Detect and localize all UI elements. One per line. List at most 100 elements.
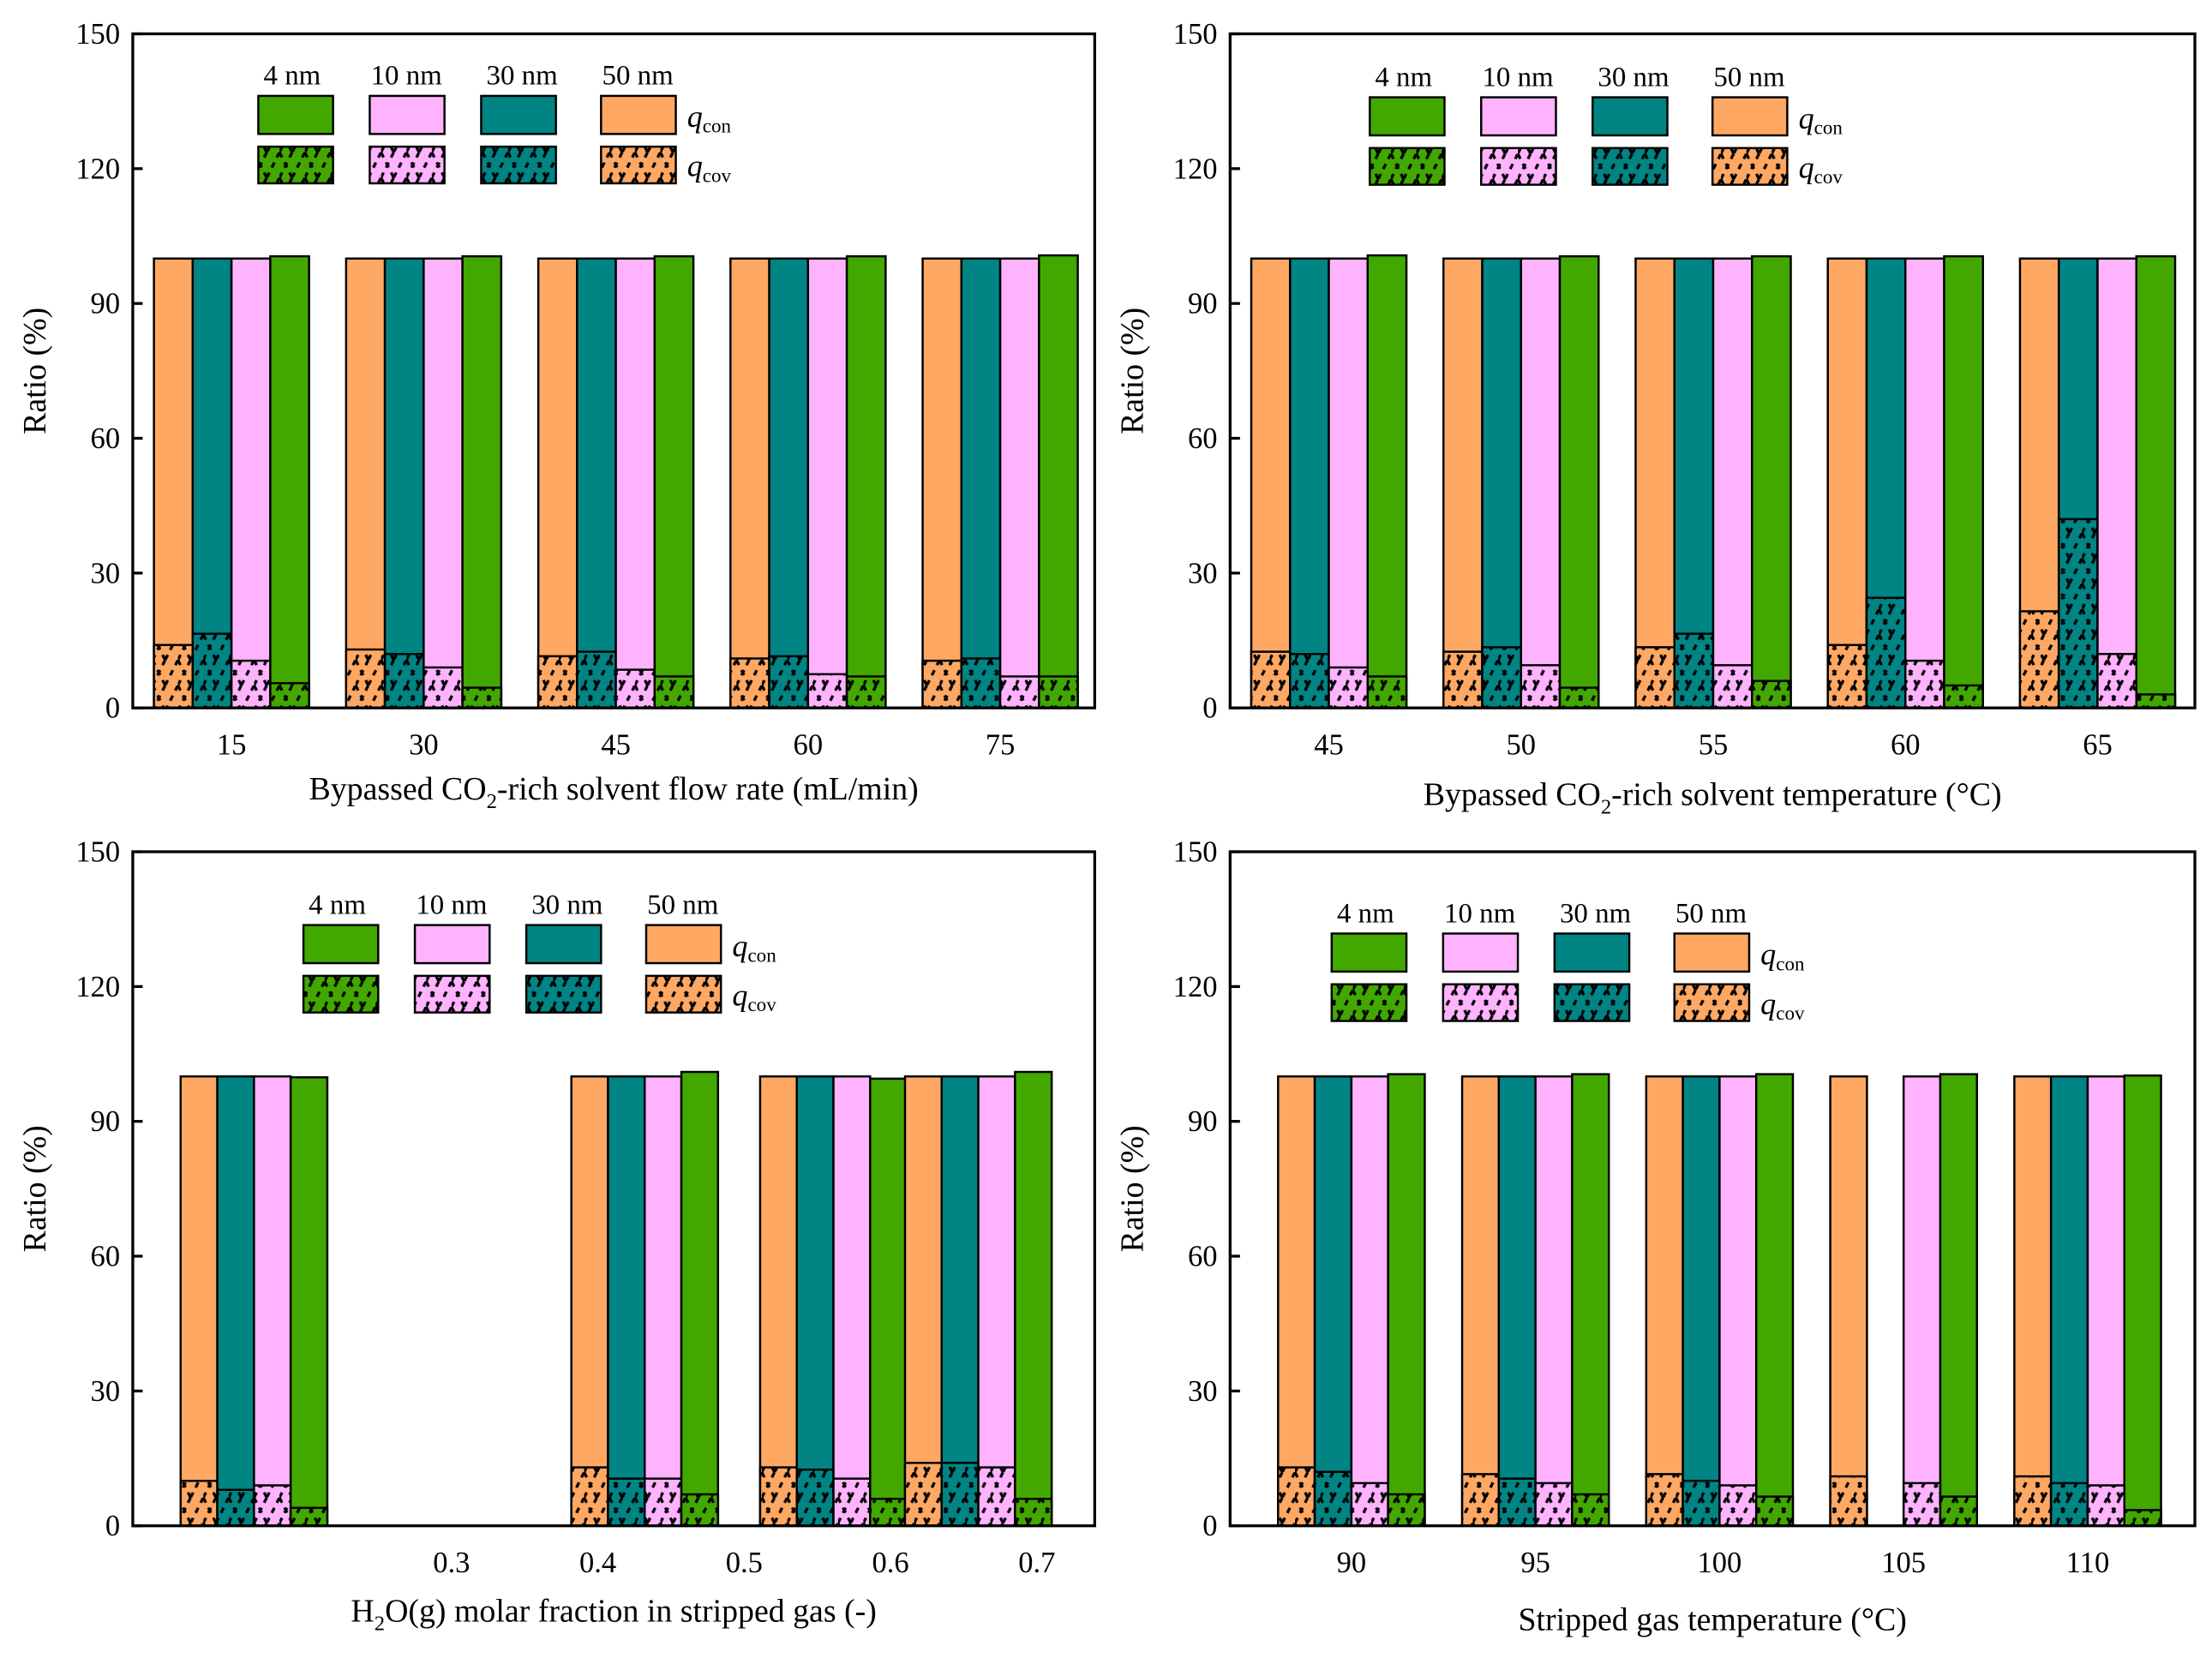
bar-qcon-30nm bbox=[795, 1075, 835, 1527]
chart-panel-1: 15 30 45 60 75 0 30 60 90 120 150 Ratio (%) Bypassed… bbox=[17, 18, 1096, 813]
bar-qcon-10nm bbox=[1902, 1075, 1942, 1527]
bar-qcov-hatch bbox=[2019, 611, 2059, 709]
legend-hatch bbox=[1712, 147, 1788, 185]
legend-swatch-qcon bbox=[1330, 932, 1408, 973]
legend-hatch bbox=[1481, 147, 1556, 185]
legend-label: 4 nm bbox=[309, 889, 366, 920]
bar-qcon-50nm bbox=[1829, 1075, 1868, 1527]
y-tick-label: 60 bbox=[91, 422, 121, 455]
bar-qcov-hatch bbox=[577, 651, 616, 709]
bar-qcon-10nm bbox=[1328, 257, 1370, 709]
plot-frame bbox=[131, 32, 1096, 709]
bar-qcov-hatch bbox=[2136, 694, 2175, 709]
x-tick-label: 50 bbox=[1506, 728, 1536, 761]
legend-hatch bbox=[1592, 147, 1668, 185]
legend-qcov: qcov bbox=[732, 978, 776, 1015]
bar-qcon-4nm bbox=[869, 1077, 908, 1527]
x-axis-title: H2O(g) molar fraction in stripped gas (-… bbox=[351, 1594, 876, 1636]
legend-qcon: qcon bbox=[732, 929, 776, 967]
bar-qcon-4nm bbox=[1387, 1073, 1426, 1527]
chart-panel-2: 45 50 55 60 65 0 30 60 90 120 150 Ratio (%) Bypassed… bbox=[1114, 18, 2197, 819]
bar-qcon-50nm bbox=[1634, 257, 1675, 709]
bar-qcov-hatch bbox=[1315, 1471, 1352, 1526]
bar-qcon-50nm bbox=[570, 1075, 609, 1527]
bar-qcon-30nm bbox=[1681, 1075, 1721, 1527]
bar-qcov-hatch bbox=[1682, 1481, 1720, 1526]
legend-label: 30 nm bbox=[1598, 62, 1669, 93]
legend-swatch-qcon bbox=[1553, 932, 1631, 973]
legend-hatch bbox=[1370, 147, 1445, 185]
bar-qcov-hatch bbox=[1278, 1467, 1316, 1526]
x-tick-label: 0.4 bbox=[579, 1547, 616, 1579]
bar-qcon-4nm bbox=[653, 254, 695, 709]
legend-qcon: qcon bbox=[1799, 101, 1843, 139]
bar-qcov-hatch bbox=[462, 687, 501, 709]
bar-qcon-4nm bbox=[1558, 254, 1600, 709]
bar-qcov-hatch bbox=[2087, 1485, 2125, 1526]
x-tick-label: 60 bbox=[1891, 728, 1921, 761]
y-tick-label: 0 bbox=[1202, 1510, 1217, 1542]
legend-swatch-qcon bbox=[1592, 96, 1669, 137]
bar-qcon-50nm bbox=[345, 257, 387, 709]
bar-qcov-hatch bbox=[769, 655, 808, 709]
bar-qcon-50nm bbox=[921, 257, 963, 709]
bar-qcov-hatch bbox=[180, 1481, 218, 1526]
y-tick-label: 30 bbox=[91, 557, 121, 590]
legend-label: 10 nm bbox=[371, 61, 443, 92]
legend-label: 10 nm bbox=[1444, 898, 1516, 929]
bar-qcov-hatch bbox=[2059, 518, 2098, 709]
legend-swatch-qcon bbox=[600, 94, 677, 135]
bar-qcon-10nm bbox=[1711, 257, 1753, 709]
x-tick-label: 110 bbox=[2066, 1547, 2110, 1579]
bar-qcov-hatch bbox=[922, 661, 962, 709]
bar-qcon-50nm bbox=[758, 1075, 798, 1527]
legend-swatch-qcon bbox=[1442, 932, 1520, 973]
bar-qcov-hatch bbox=[1462, 1474, 1499, 1526]
bar-qcov-hatch bbox=[1498, 1478, 1536, 1526]
legend-label: 4 nm bbox=[264, 61, 321, 92]
bar-qcon-30nm bbox=[940, 1075, 980, 1527]
bar-qcon-30nm bbox=[768, 257, 810, 709]
plot-frame bbox=[131, 850, 1096, 1528]
y-axis-title: Ratio (%) bbox=[17, 308, 53, 434]
legend-swatch-qcon bbox=[413, 924, 491, 965]
y-tick-label: 150 bbox=[1173, 836, 1218, 869]
y-tick-label: 120 bbox=[1173, 971, 1218, 1003]
bar-qcov-hatch bbox=[385, 654, 424, 709]
legend-label: 50 nm bbox=[1713, 62, 1785, 93]
y-tick-label: 120 bbox=[75, 153, 120, 185]
bar-qcon-30nm bbox=[1481, 257, 1523, 709]
legend-hatch bbox=[1331, 984, 1407, 1021]
x-tick-label: 0.6 bbox=[872, 1547, 909, 1579]
bar-qcov-hatch bbox=[538, 655, 578, 709]
bar-qcon-4nm bbox=[1366, 254, 1408, 709]
y-tick-label: 90 bbox=[91, 288, 121, 320]
legend-swatch-qcon bbox=[1711, 96, 1789, 137]
bar-qcon-50nm bbox=[537, 257, 578, 709]
bar-qcov-hatch bbox=[1015, 1499, 1052, 1526]
legend-label: 4 nm bbox=[1337, 898, 1394, 929]
chart-panel-3: 0.3 0.4 0.5 0.6 0.7 0 30 60 90 120 150 Ratio (%) H2O… bbox=[17, 836, 1096, 1636]
bar-qcov-hatch bbox=[833, 1478, 871, 1526]
bar-qcov-hatch bbox=[1367, 676, 1407, 709]
y-axis-title: Ratio (%) bbox=[17, 1125, 53, 1252]
bar-qcon-10nm bbox=[806, 257, 848, 709]
bar-qcon-4nm bbox=[680, 1070, 720, 1527]
legend-swatch-qcon bbox=[302, 924, 380, 965]
legend-qcov: qcov bbox=[1760, 986, 1805, 1024]
bar-qcon-4nm bbox=[269, 254, 310, 709]
legend-swatch-qcon bbox=[644, 924, 722, 965]
y-axis-title: Ratio (%) bbox=[1114, 308, 1150, 434]
bar-qcov-hatch bbox=[1635, 647, 1675, 709]
bar-qcov-hatch bbox=[192, 633, 232, 709]
bar-qcon-10nm bbox=[1718, 1075, 1758, 1527]
legend-swatch-qcon bbox=[480, 94, 557, 135]
bar-qcon-50nm bbox=[729, 257, 770, 709]
legend-label: 4 nm bbox=[1375, 62, 1432, 93]
bar-qcon-50nm bbox=[1460, 1075, 1501, 1527]
bar-qcov-hatch bbox=[1290, 654, 1329, 709]
legend-hatch bbox=[1442, 984, 1519, 1021]
x-tick-label: 0.7 bbox=[1018, 1547, 1055, 1579]
legend-label: 10 nm bbox=[416, 889, 488, 920]
